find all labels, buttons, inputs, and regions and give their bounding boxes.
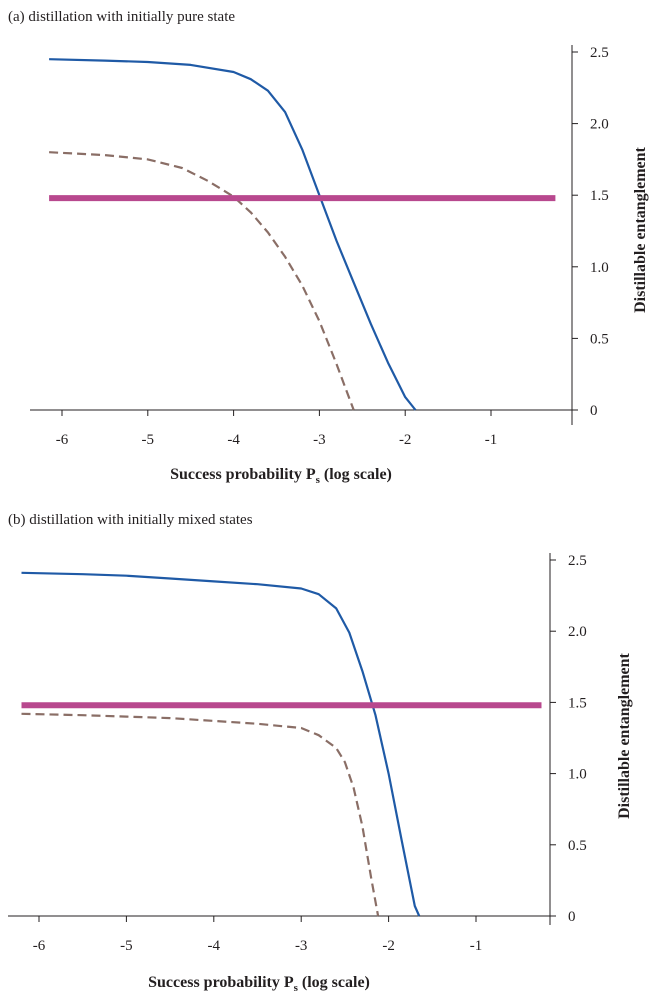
chart-b-x-tick-label: -2 (382, 938, 395, 954)
chart-b-x-tick-label: -5 (120, 938, 133, 954)
chart-a-y-tick-label: 2.0 (590, 117, 609, 133)
chart-b-x-tick-label: -6 (33, 938, 46, 954)
chart-b-y-tick-label: 1.5 (568, 695, 587, 711)
chart-a-y-axis-title: Distillable entanglement (632, 146, 649, 312)
chart-b-x-tick-label: -3 (295, 938, 308, 954)
chart-a-x-tick-label: -6 (56, 432, 69, 448)
chart-a-solid-curve (49, 58, 417, 411)
chart-a-x-axis-title: Success probability Ps (log scale) (170, 466, 392, 486)
chart-a-x-tick-label: -1 (485, 432, 498, 448)
chart-a-y-tick-label: 1.0 (590, 260, 609, 276)
panel-b-title: (b) distillation with initially mixed st… (8, 512, 253, 528)
chart-a-x-tick-label: -4 (227, 432, 240, 448)
chart-b-y-axis-title: Distillable entanglement (616, 652, 633, 818)
chart-b-y-tick-label: 0.5 (568, 838, 587, 854)
chart-b-x-tick-label: -1 (470, 938, 483, 954)
chart-a-dashed-curve (49, 151, 355, 411)
panel-a-title: (a) distillation with initially pure sta… (8, 9, 236, 25)
chart-b-y-tick-label: 2.5 (568, 553, 587, 569)
chart-a-y-tick-label: 0 (590, 403, 598, 419)
chart-a: -6 -5 -4 -3 -2 -1 0 0.5 1.0 1.5 2.0 2.5 Success prob… (30, 45, 649, 486)
chart-a-x-tick-label: -2 (399, 432, 412, 448)
chart-b-dashed-curve (21, 712, 380, 917)
chart-b-y-tick-label: 2.0 (568, 624, 587, 640)
chart-a-x-tick-label: -3 (313, 432, 326, 448)
chart-a-y-tick-label: 0.5 (590, 331, 609, 347)
chart-b-y-tick-label: 0 (568, 909, 576, 925)
chart-a-y-tick-label: 2.5 (590, 45, 609, 61)
chart-a-x-tick-label: -5 (142, 432, 155, 448)
chart-a-y-tick-label: 1.5 (590, 188, 609, 204)
chart-b-x-tick-label: -4 (208, 938, 221, 954)
chart-b-x-axis-title: Success probability Ps (log scale) (148, 974, 370, 994)
chart-b-y-tick-label: 1.0 (568, 767, 587, 783)
chart-b-solid-curve (21, 571, 421, 917)
